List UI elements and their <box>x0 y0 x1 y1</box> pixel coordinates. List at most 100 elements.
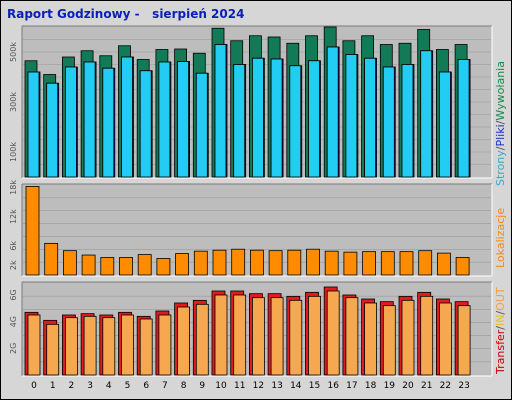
bar-lokalizacje-12 <box>249 249 264 276</box>
x-tick-label: 21 <box>421 381 432 391</box>
bar-lokalizacje-3 <box>81 254 96 276</box>
bar-lokalizacje-5 <box>119 257 133 276</box>
y-tick-label: 6G <box>9 289 18 300</box>
axis-title-part: / <box>494 326 507 330</box>
bar-out-7 <box>158 314 172 376</box>
bar-lokalizacje-1 <box>44 242 59 276</box>
bar-lokalizacje-21 <box>418 250 433 276</box>
x-tick-label: 16 <box>327 381 339 391</box>
chart-panel-0: 500k 300k 100k <box>9 25 493 179</box>
bar-out-15 <box>308 295 321 376</box>
bar-out-6 <box>139 318 153 376</box>
x-tick-label: 9 <box>199 381 205 391</box>
bar-lokalizacje-0 <box>25 186 40 276</box>
page-title: Raport Godzinowy - sierpień 2024 <box>7 7 245 21</box>
y-tick-label: 300k <box>9 92 18 112</box>
bar-out-14 <box>289 299 303 376</box>
bar-out-13 <box>270 297 284 376</box>
sites-axis-title: Lokalizacje <box>494 208 507 268</box>
bar-lokalizacje-22 <box>436 252 451 276</box>
bar-strony-17 <box>345 54 358 178</box>
x-tick-label: 0 <box>31 381 37 391</box>
x-tick-label: 13 <box>271 381 282 391</box>
x-tick-label: 3 <box>87 381 93 391</box>
bar-lokalizacje-8 <box>175 253 190 276</box>
y-tick-label: 100k <box>9 142 18 162</box>
x-tick-label: 12 <box>253 381 264 391</box>
x-tick-label: 23 <box>458 381 469 391</box>
x-tick-label: 14 <box>290 381 302 391</box>
axis-title-part: Wywołania <box>494 61 507 121</box>
axis-title-part: OUT <box>494 287 507 311</box>
x-tick-label: 7 <box>162 381 168 391</box>
x-tick-label: 8 <box>181 381 187 391</box>
x-tick-label: 1 <box>50 381 56 391</box>
bar-lokalizacje-19 <box>380 251 395 276</box>
bar-lokalizacje-14 <box>287 249 302 276</box>
x-tick-label: 4 <box>106 381 112 391</box>
bar-out-9 <box>195 303 209 376</box>
bar-lokalizacje-11 <box>231 248 246 276</box>
axis-title-part: Transfer <box>494 329 507 374</box>
y-tick-label: 6k <box>9 241 18 251</box>
bar-out-23 <box>457 305 471 376</box>
axis-title-part: IN <box>494 314 507 327</box>
y-tick-label: 2G <box>9 343 18 354</box>
bar-lokalizacje-6 <box>137 254 152 276</box>
bar-out-8 <box>177 306 191 376</box>
axis-title-part: Lokalizacje <box>494 207 507 268</box>
x-tick-label: 19 <box>384 381 396 391</box>
bar-strony-15 <box>308 60 320 178</box>
bar-strony-5 <box>121 56 133 178</box>
bar-lokalizacje-4 <box>100 257 115 276</box>
bar-strony-7 <box>158 61 171 178</box>
axis-title-part: / <box>494 146 507 151</box>
bar-strony-8 <box>177 61 190 178</box>
chart-panel-2: 6G 4G 2G <box>9 281 493 377</box>
bar-lokalizacje-16 <box>324 250 339 276</box>
bar-strony-3 <box>83 61 96 178</box>
bar-lokalizacje-2 <box>63 250 77 276</box>
x-tick-label: 15 <box>309 381 320 391</box>
axis-title-part: Pliki <box>494 124 507 147</box>
bar-strony-22 <box>438 71 451 178</box>
hits-files-pages-axis-title: Strony/Pliki/Wywołania <box>494 61 507 186</box>
axis-title-part: / <box>494 120 507 125</box>
y-tick-label: 4G <box>9 316 18 327</box>
bar-out-16 <box>326 290 340 376</box>
bar-out-12 <box>251 297 265 376</box>
x-tick-label: 18 <box>365 381 377 391</box>
bar-strony-10 <box>214 44 227 178</box>
bar-strony-2 <box>65 66 77 178</box>
bar-strony-14 <box>289 65 302 178</box>
bar-lokalizacje-20 <box>399 251 414 276</box>
bar-strony-9 <box>195 72 208 178</box>
bar-lokalizacje-23 <box>455 257 470 276</box>
bar-strony-13 <box>270 58 283 178</box>
bar-out-3 <box>83 315 97 376</box>
bar-lokalizacje-18 <box>362 251 377 276</box>
bar-strony-23 <box>457 59 470 178</box>
bar-strony-12 <box>251 57 264 178</box>
bar-strony-11 <box>233 64 246 178</box>
bar-strony-18 <box>364 57 377 178</box>
bar-out-4 <box>102 317 116 376</box>
bar-out-22 <box>438 302 452 376</box>
x-tick-label: 11 <box>234 381 245 391</box>
bar-lokalizacje-7 <box>156 258 171 276</box>
chart-panel-1: 18k 12k 6k 2k <box>9 180 493 277</box>
bar-out-2 <box>65 317 78 376</box>
bar-out-10 <box>214 294 228 376</box>
bar-lokalizacje-15 <box>306 248 320 276</box>
y-tick-label: 2k <box>9 260 18 270</box>
bar-lokalizacje-13 <box>268 250 283 276</box>
bar-out-11 <box>233 294 247 376</box>
bar-strony-4 <box>102 67 115 178</box>
bar-out-20 <box>401 299 415 376</box>
bar-strony-6 <box>139 70 152 178</box>
x-tick-label: 10 <box>215 381 227 391</box>
bar-out-21 <box>420 295 434 376</box>
bar-strony-16 <box>326 46 339 178</box>
x-tick-label: 2 <box>69 381 75 391</box>
